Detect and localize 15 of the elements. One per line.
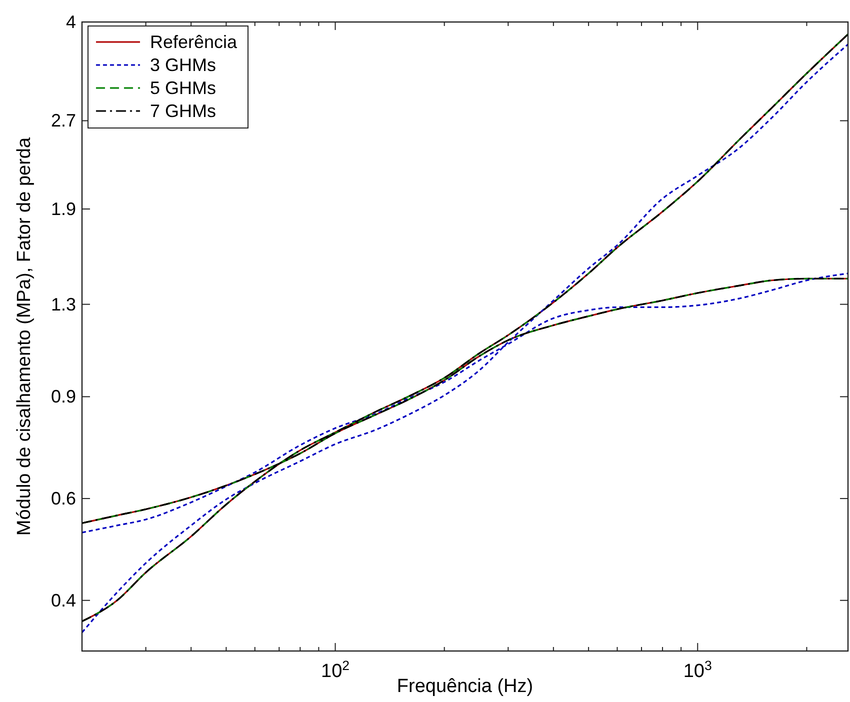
- legend-label: 3 GHMs: [150, 55, 216, 75]
- y-tick-label: 1.9: [50, 198, 76, 219]
- x-tick-label: 10$^{2}$: [321, 658, 350, 682]
- y-axis-title: Módulo de cisalhamento (MPa), Fator de perda: [14, 137, 35, 536]
- y-tick-label: 1.3: [50, 294, 76, 314]
- y-tick-label: 0.4: [50, 590, 76, 610]
- y-tick-label: 2.7: [50, 110, 76, 131]
- x-axis-title: Frequência (Hz): [396, 676, 534, 697]
- x-tick-label: 10$^{3}$: [683, 658, 712, 682]
- y-tick-label: 0.9: [50, 386, 76, 407]
- legend-label: 7 GHMs: [150, 101, 216, 121]
- y-tick-label: 0.6: [50, 488, 76, 509]
- y-tick-label: 4: [66, 12, 76, 32]
- legend-label: Referência: [150, 32, 238, 52]
- legend-label: 5 GHMs: [150, 78, 216, 98]
